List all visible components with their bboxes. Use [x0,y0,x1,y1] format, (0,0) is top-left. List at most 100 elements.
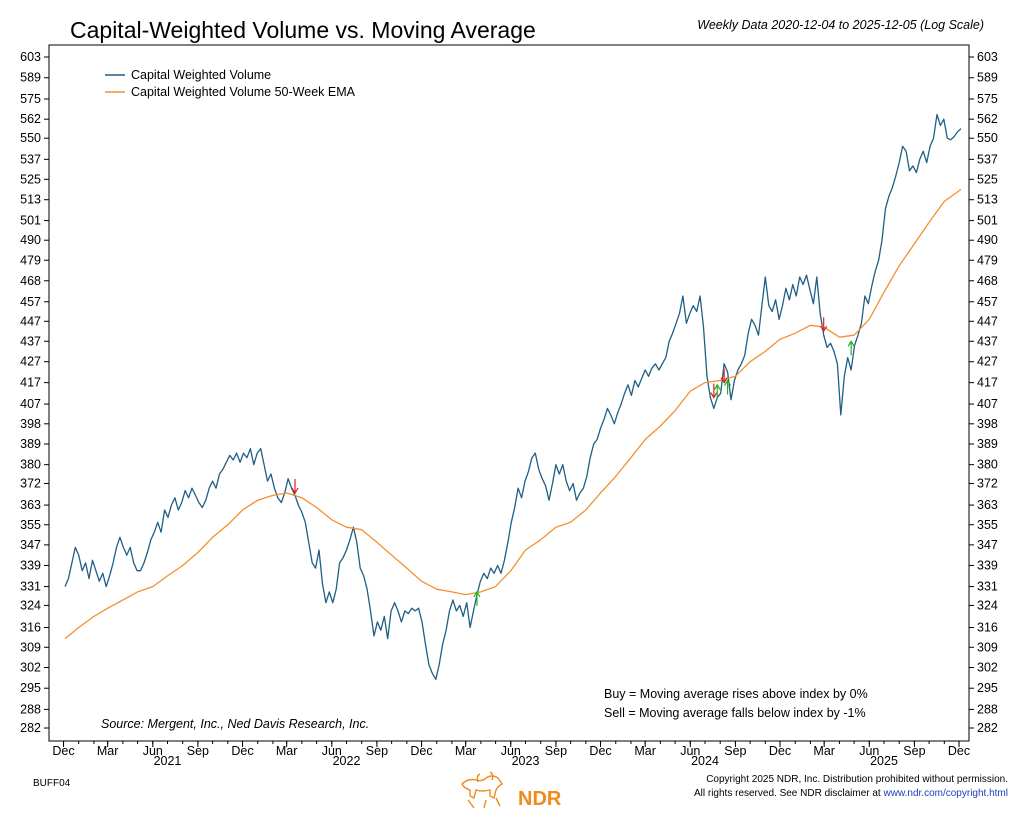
buy-signal-arrow [724,379,732,395]
y-tick-label-left: 603 [20,50,41,64]
sell-signal-arrow [720,368,728,384]
x-tick-label: Dec [948,744,970,758]
ndr-logo: NDR [461,771,562,810]
y-tick-label-right: 380 [977,458,998,472]
y-tick-label-right: 468 [977,274,998,288]
x-year-label: 2022 [333,754,361,768]
x-year-label: 2021 [154,754,182,768]
y-tick-label-left: 550 [20,131,41,145]
y-tick-label-left: 288 [20,702,41,716]
y-tick-label-left: 331 [20,580,41,594]
y-tick-label-left: 302 [20,661,41,675]
buy-rule-note: Buy = Moving average rises above index b… [604,687,868,701]
copyright-prefix: All rights reserved. See NDR disclaimer … [694,788,884,799]
chart-title: Capital-Weighted Volume vs. Moving Avera… [70,17,536,43]
y-tick-label-left: 372 [20,476,41,490]
y-tick-label-left: 282 [20,721,41,735]
y-tick-label-right: 324 [977,598,998,612]
bull-bear-icon [461,771,504,809]
x-tick-label: Mar [97,744,119,758]
y-tick-label-left: 479 [20,253,41,267]
y-tick-label-right: 355 [977,518,998,532]
y-tick-label-right: 575 [977,92,998,106]
y-tick-label-right: 550 [977,131,998,145]
y-tick-label-right: 288 [977,702,998,716]
y-tick-label-right: 589 [977,71,998,85]
ndr-logo-text: NDR [518,788,562,810]
y-tick-label-right: 331 [977,580,998,594]
y-tick-label-right: 316 [977,620,998,634]
x-tick-label: Sep [724,744,746,758]
legend: Capital Weighted Volume Capital Weighted… [105,68,356,99]
y-tick-label-right: 398 [977,417,998,431]
y-tick-label-left: 437 [20,334,41,348]
legend-label-ema: Capital Weighted Volume 50-Week EMA [131,85,356,99]
y-tick-label-right: 309 [977,640,998,654]
x-tick-label: Mar [276,744,298,758]
x-tick-label: Sep [903,744,925,758]
x-year-label: 2025 [870,754,898,768]
y-tick-label-right: 407 [977,397,998,411]
y-tick-label-right: 372 [977,476,998,490]
y-tick-label-right: 417 [977,376,998,390]
y-tick-label-left: 468 [20,274,41,288]
y-tick-label-left: 589 [20,71,41,85]
x-tick-label: Dec [410,744,432,758]
x-year-label: 2023 [512,754,540,768]
y-tick-label-right: 603 [977,50,998,64]
x-tick-label: Dec [769,744,791,758]
x-tick-label: Sep [366,744,388,758]
y-tick-label-left: 513 [20,193,41,207]
y-tick-label-left: 347 [20,538,41,552]
y-tick-label-right: 347 [977,538,998,552]
y-tick-label-right: 339 [977,558,998,572]
signal-layer [291,317,855,606]
y-tick-label-right: 501 [977,214,998,228]
y-tick-label-left: 417 [20,376,41,390]
y-axis-right: 282 288 295 302 309 316 324 331 339 347 355 363 372 3… [969,50,998,735]
x-tick-label: Dec [589,744,611,758]
y-tick-label-right: 302 [977,661,998,675]
y-tick-label-left: 575 [20,92,41,106]
buy-signal-arrow [847,340,855,356]
x-tick-label: Jun [501,744,521,758]
x-tick-label: Jun [859,744,879,758]
y-tick-label-left: 295 [20,681,41,695]
copyright-line-1: Copyright 2025 NDR, Inc. Distribution pr… [706,774,1008,785]
y-tick-label-left: 398 [20,417,41,431]
x-tick-label: Mar [634,744,656,758]
x-tick-label: Dec [231,744,253,758]
x-tick-label: Mar [813,744,835,758]
y-tick-label-right: 437 [977,334,998,348]
sell-signal-arrow [291,478,299,495]
y-tick-label-left: 457 [20,295,41,309]
x-tick-label: Jun [680,744,700,758]
buy-signal-arrow [713,383,721,399]
y-tick-label-right: 389 [977,437,998,451]
y-tick-label-left: 427 [20,355,41,369]
y-tick-label-right: 513 [977,193,998,207]
x-tick-label: Jun [322,744,342,758]
x-tick-label: Dec [52,744,74,758]
y-tick-label-left: 562 [20,112,41,126]
y-tick-label-right: 537 [977,152,998,166]
y-tick-label-right: 447 [977,314,998,328]
y-tick-label-left: 309 [20,640,41,654]
x-year-label: 2024 [691,754,719,768]
chart-subtitle: Weekly Data 2020-12-04 to 2025-12-05 (Lo… [697,18,984,32]
y-tick-label-right: 457 [977,295,998,309]
y-tick-label-right: 363 [977,498,998,512]
x-tick-label: Jun [143,744,163,758]
y-tick-label-left: 447 [20,314,41,328]
y-tick-label-left: 389 [20,437,41,451]
copyright-line-2: All rights reserved. See NDR disclaimer … [694,788,1008,799]
copyright-link[interactable]: www.ndr.com/copyright.html [883,788,1009,799]
legend-label-cwv: Capital Weighted Volume [131,68,271,82]
y-tick-label-left: 380 [20,458,41,472]
x-axis: Dec Mar Jun Sep Dec Mar Jun Sep Dec Mar Jun Sep Dec M… [52,741,970,768]
buy-signal-arrow [473,590,481,606]
y-tick-label-right: 295 [977,681,998,695]
series-line-50-week-ema [64,188,962,640]
y-tick-label-right: 427 [977,355,998,369]
